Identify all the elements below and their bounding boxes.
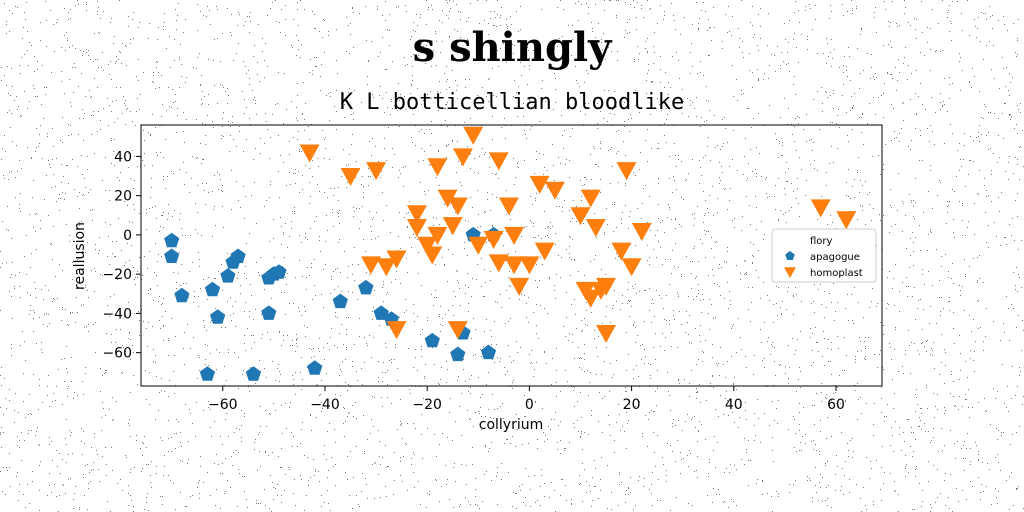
point-homoplast — [463, 126, 484, 145]
point-homoplast — [406, 219, 427, 238]
point-homoplast — [376, 258, 397, 277]
point-homoplast — [504, 226, 525, 245]
y-axis-label: reallusion — [72, 222, 88, 290]
point-homoplast — [810, 199, 831, 218]
point-homoplast — [529, 175, 550, 194]
point-homoplast — [596, 277, 617, 296]
point-apagogue — [199, 366, 215, 381]
point-homoplast — [621, 258, 642, 277]
point-homoplast — [442, 217, 463, 236]
point-apagogue — [424, 332, 440, 348]
point-apagogue — [358, 279, 374, 295]
point-homoplast — [422, 246, 443, 265]
point-homoplast — [366, 162, 387, 181]
point-homoplast — [386, 250, 407, 269]
x-tick-label: 40 — [725, 397, 743, 413]
legend-label-flory: flory — [810, 236, 833, 247]
x-tick-label: 60 — [827, 397, 845, 413]
x-axis-label: collyrium — [479, 417, 543, 433]
point-apagogue — [332, 293, 348, 309]
point-apagogue — [230, 248, 246, 263]
marks-layer — [164, 126, 857, 381]
y-tick-label: 0 — [123, 228, 132, 244]
point-homoplast — [340, 168, 361, 187]
point-apagogue — [307, 360, 323, 375]
legend-box — [771, 228, 877, 283]
point-homoplast — [299, 144, 320, 163]
point-homoplast — [534, 242, 555, 261]
point-homoplast — [417, 236, 438, 255]
y-tick-label: −20 — [102, 267, 132, 283]
legend-marker-apagogue — [785, 251, 795, 260]
y-tick-label: −60 — [102, 346, 132, 362]
x-tick-label: −40 — [310, 397, 340, 413]
point-homoplast — [447, 321, 468, 340]
point-apagogue — [271, 264, 287, 279]
point-apagogue — [164, 248, 180, 263]
point-apagogue — [480, 344, 497, 360]
point-homoplast — [585, 219, 606, 238]
chart-subtitle: K L botticellian bloodlike — [339, 90, 685, 115]
point-homoplast — [483, 230, 504, 249]
point-homoplast — [611, 242, 632, 261]
point-homoplast — [570, 207, 591, 226]
point-homoplast — [498, 197, 519, 216]
point-homoplast — [360, 256, 381, 275]
point-homoplast — [836, 211, 857, 230]
plot-frame — [140, 124, 883, 387]
point-apagogue — [245, 366, 261, 381]
y-tick-label: 40 — [114, 149, 132, 165]
x-tick-label: 0 — [525, 397, 534, 413]
point-homoplast — [427, 158, 448, 177]
point-homoplast — [596, 325, 617, 344]
point-apagogue — [204, 281, 221, 297]
x-tick-label: −60 — [208, 397, 238, 413]
y-axis: −60 −40 −20 0 20 40 — [102, 149, 141, 362]
point-homoplast — [488, 152, 509, 171]
legend-label-apagogue: apagogue — [810, 252, 860, 263]
x-tick-label: −20 — [412, 397, 442, 413]
point-apagogue — [164, 232, 180, 248]
point-homoplast — [580, 189, 601, 208]
point-homoplast — [504, 256, 525, 275]
point-apagogue — [450, 346, 466, 362]
point-homoplast — [509, 277, 530, 296]
point-homoplast — [406, 205, 427, 224]
point-homoplast — [616, 162, 637, 181]
point-homoplast — [427, 226, 448, 245]
point-homoplast — [580, 289, 601, 308]
chart-title: s shingly — [412, 24, 612, 71]
point-homoplast — [447, 197, 468, 216]
x-axis: −60 −40 −20 0 20 40 60 — [208, 386, 845, 413]
point-apagogue — [261, 305, 277, 320]
y-tick-label: −40 — [102, 306, 132, 322]
point-homoplast — [386, 321, 407, 340]
point-homoplast — [437, 189, 458, 208]
point-apagogue — [220, 268, 236, 283]
legend-label-homoplast: homoplast — [810, 268, 863, 279]
legend-marker-homoplast — [784, 267, 796, 278]
point-homoplast — [468, 236, 489, 255]
x-tick-label: 20 — [623, 397, 641, 413]
point-homoplast — [488, 254, 509, 273]
point-homoplast — [452, 148, 473, 167]
point-apagogue — [174, 287, 190, 303]
point-homoplast — [631, 222, 652, 241]
y-tick-label: 20 — [114, 189, 132, 205]
point-homoplast — [544, 181, 565, 200]
point-apagogue — [210, 309, 226, 324]
point-homoplast — [519, 256, 540, 275]
legend: flory apagogue homoplast — [771, 228, 877, 283]
